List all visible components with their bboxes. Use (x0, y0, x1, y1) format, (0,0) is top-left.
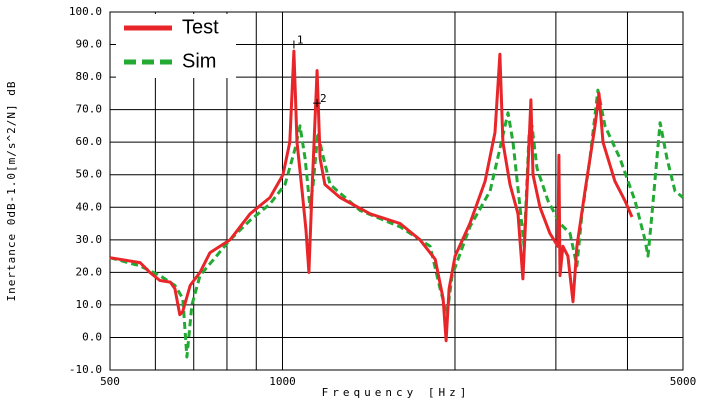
x-tick-label: 1000 (269, 375, 296, 388)
annotation-marker (313, 99, 322, 108)
y-tick-label: 90.0 (76, 38, 103, 51)
plot-frame (109, 11, 684, 371)
x-tick-label: 5000 (670, 375, 697, 388)
legend-box (116, 14, 236, 78)
legend: Test Sim (116, 14, 236, 78)
annotation: 1 (297, 34, 304, 47)
y-tick-label: -10.0 (69, 363, 102, 376)
y-tick-label: 10.0 (76, 298, 103, 311)
legend-label: Sim (182, 50, 216, 72)
y-tick-label: 80.0 (76, 70, 103, 83)
y-tick-label: 30.0 (76, 233, 103, 246)
y-tick-label: 50.0 (76, 168, 103, 181)
y-tick-label: 60.0 (76, 135, 103, 148)
legend-label: Test (182, 16, 219, 38)
y-tick-label: 100.0 (69, 5, 102, 18)
y-tick-label: 20.0 (76, 265, 103, 278)
series-line (109, 49, 634, 343)
y-axis-label: Inertance 0dB-1.0[m/s^2/N] dB (5, 80, 18, 301)
annotation-marker (289, 40, 298, 49)
y-tick-label: 40.0 (76, 200, 103, 213)
y-tick-label: 70.0 (76, 103, 103, 116)
x-axis-label: Frequency [Hz] (322, 386, 471, 399)
x-tick-label: 500 (100, 375, 120, 388)
annotation: 2 (320, 92, 327, 105)
y-tick-label: 0.0 (82, 330, 102, 343)
